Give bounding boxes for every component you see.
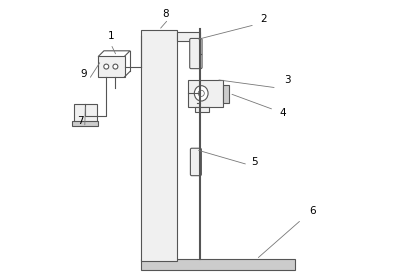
Bar [177, 32, 200, 41]
Bar [141, 30, 177, 261]
Text: 4: 4 [279, 108, 286, 118]
FancyBboxPatch shape [190, 38, 202, 69]
Text: 2: 2 [260, 14, 266, 24]
Text: 3: 3 [284, 75, 291, 85]
Bar [188, 80, 223, 107]
Circle shape [104, 64, 109, 69]
Bar [223, 85, 229, 103]
Ellipse shape [194, 86, 208, 101]
Bar [195, 107, 209, 112]
Bar [74, 104, 97, 122]
Text: 8: 8 [162, 9, 169, 19]
Text: 7: 7 [77, 116, 84, 126]
Text: 6: 6 [309, 206, 316, 216]
Bar [141, 259, 295, 270]
Circle shape [198, 90, 204, 96]
Circle shape [113, 64, 118, 69]
Bar [72, 121, 98, 126]
Bar [98, 56, 124, 77]
Text: 1: 1 [108, 31, 114, 41]
Text: 9: 9 [80, 69, 87, 79]
Text: 5: 5 [252, 157, 258, 167]
FancyBboxPatch shape [190, 148, 201, 176]
